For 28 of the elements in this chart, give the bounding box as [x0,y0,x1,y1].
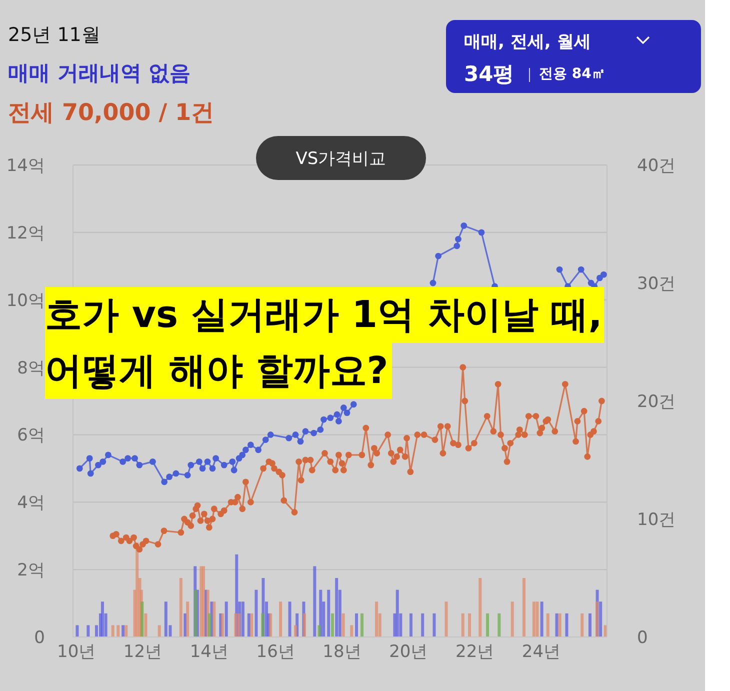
y-tick-label: 14억 [6,156,45,176]
y-tick-label: 8억 [17,358,45,378]
chart-title: 25년 11월 [8,23,100,48]
annotation: 어떻게 해야 할까요? [45,343,392,399]
x-tick-label: 16년 [256,642,295,662]
text: 전세 70,000 / 1건 [8,99,214,128]
chart-subtitle: 매매 거래내역 없음 [8,60,191,87]
y-tick-label: 6억 [17,426,45,446]
annotation: 호가 vs 실거래가 1억 차이날 때, [45,287,604,343]
x-tick-label: 20년 [389,642,428,662]
x-tick-label: 12년 [123,642,162,662]
y2-tick-label: 20건 [637,392,676,412]
selector-button: 매매, 전세, 월세 34평 전용 84㎡ [446,20,701,93]
y2-tick-label: 0 [637,628,648,648]
y2-tick-label: 30건 [637,274,676,294]
x-tick-label: 24년 [522,642,561,662]
y2-tick-label: 10건 [637,510,676,530]
x-tick-label: 22년 [456,642,494,662]
x-tick-label: 10년 [57,642,96,662]
y-tick-label: 2억 [17,560,45,581]
y2-tick-label: 40건 [637,156,676,176]
y-tick-label: 10억 [6,290,45,311]
compare-button: VS가격비교 [256,136,426,180]
x-tick-label: 18년 [322,642,362,662]
y-tick-label: 12억 [6,223,45,244]
x-tick-label: 14년 [190,642,228,662]
y-tick-label: 0 [34,628,45,648]
y-tick-label: 4억 [17,493,45,514]
